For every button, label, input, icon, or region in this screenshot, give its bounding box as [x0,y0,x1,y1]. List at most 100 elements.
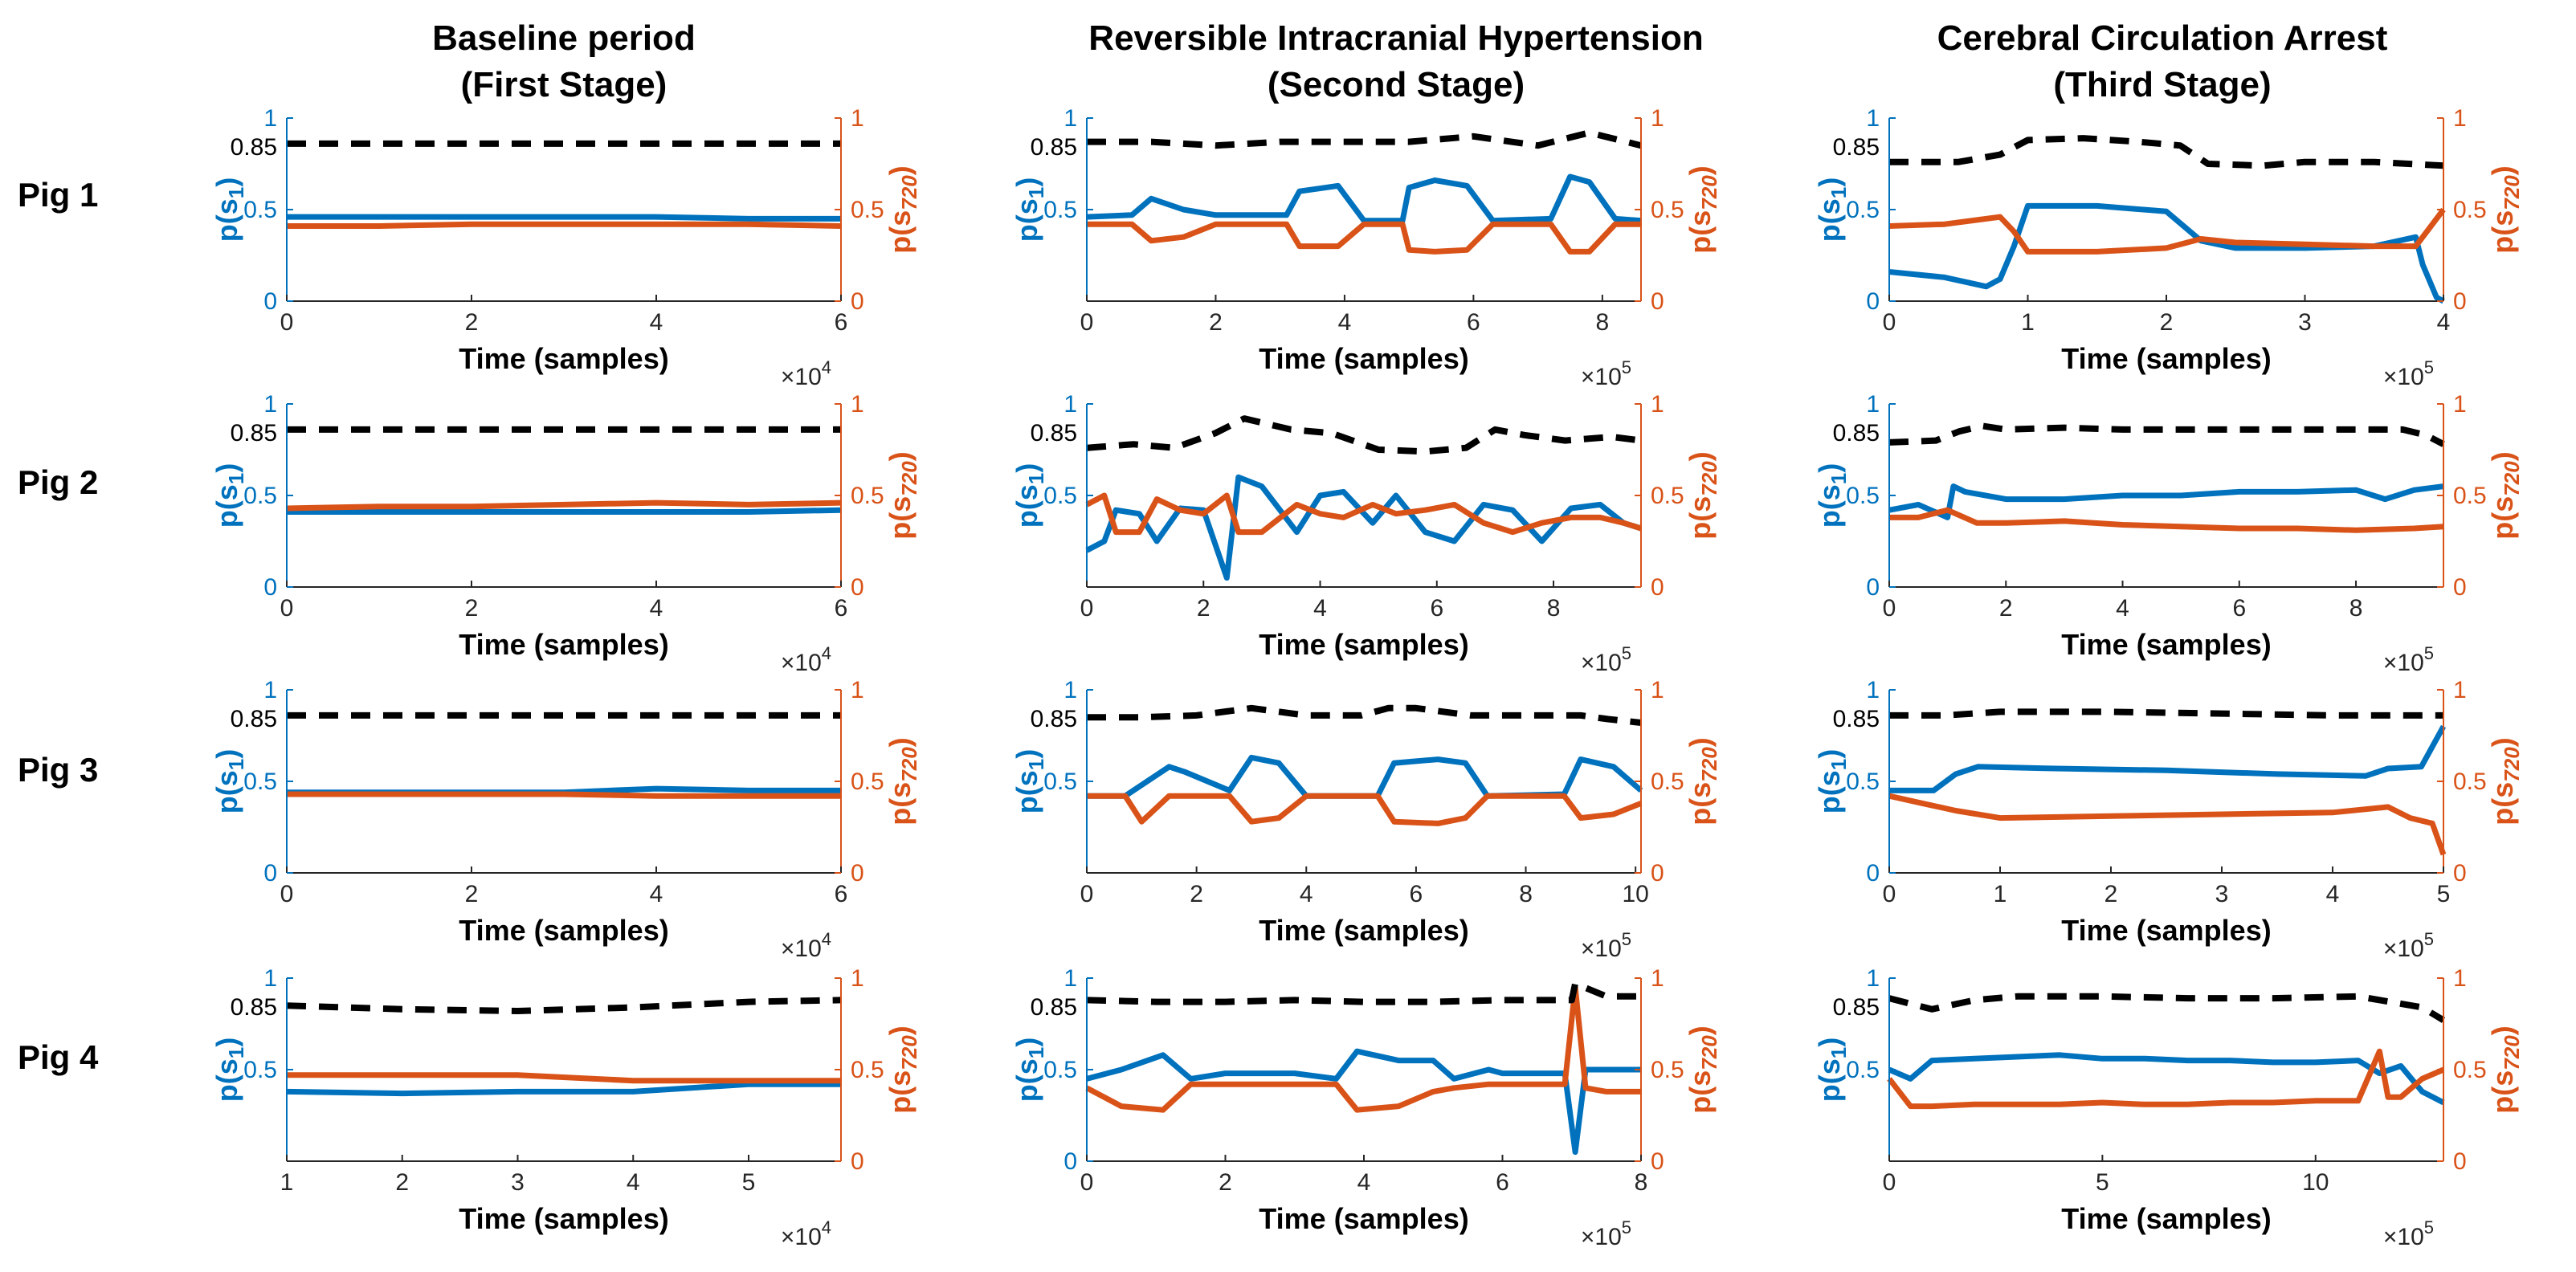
x-axis-label: Time (samples) [1259,342,1468,375]
x-tick-label: 0 [1080,309,1094,336]
x-tick-label: 4 [2437,309,2451,336]
y-right-axis-label: p(s720) [2486,165,2524,253]
y-left-axis-label: p(s1) [1813,749,1851,813]
x-exponent-label: ×104 [781,929,831,962]
x-tick-label: 1 [280,1169,294,1196]
x-tick-label: 2 [1197,595,1210,622]
y-right-tick-label: 0.5 [2453,483,2487,509]
x-tick-label: 0 [280,595,294,622]
y-right-tick-label: 0.5 [2453,1057,2487,1083]
y-right-axis-label: p(s720) [2486,737,2524,825]
series-line-ps1 [1086,173,1642,224]
series-line-ps1 [1888,202,2445,304]
y-left-tick-label: 0.5 [243,197,277,223]
threshold-label: 0.85 [1031,994,1077,1021]
y-right-tick-label: 0.5 [2453,197,2487,223]
x-tick-label: 0 [280,309,294,336]
y-right-tick-label: 1 [2453,105,2467,132]
y-right-tick-label: 0.5 [1651,483,1684,509]
col-title-3-line2: (Third Stage) [2053,65,2271,104]
y-right-tick-label: 0 [851,860,864,887]
y-right-axis-label: p(s720) [2486,1025,2524,1113]
x-tick-label: 6 [835,309,848,336]
y-left-tick-label: 0.5 [1846,197,1880,223]
x-tick-label: 0 [1080,595,1094,622]
y-right-axis-label: p(s720) [1684,451,1721,539]
x-tick-label: 8 [1547,595,1561,622]
x-tick-label: 4 [1338,309,1352,336]
x-tick-label: 0 [1080,1169,1094,1196]
series-line-ps1 [1087,754,1643,799]
series-line-ps1 [1889,724,2447,793]
y-right-tick-label: 0 [851,574,864,601]
y-right-tick-label: 1 [851,677,864,703]
x-tick-label: 6 [835,881,848,907]
x-tick-label: 8 [1635,1169,1648,1196]
x-axis-label: Time (samples) [459,342,668,375]
x-tick-label: 8 [1596,309,1610,336]
y-right-tick-label: 0 [2453,288,2467,315]
y-right-tick-label: 0.5 [1651,768,1684,795]
y-left-axis-label: p(s1) [1813,177,1851,242]
threshold-label: 0.85 [1833,420,1880,446]
threshold-label: 0.85 [1833,706,1880,732]
y-left-tick-label: 0 [263,574,277,601]
y-right-tick-label: 0.5 [851,1057,884,1083]
y-right-tick-label: 1 [1651,105,1664,132]
threshold-label: 0.85 [1833,994,1880,1021]
y-left-tick-label: 0 [263,860,277,887]
x-tick-label: 2 [1219,1169,1232,1196]
x-tick-label: 3 [2215,881,2229,907]
x-axis-label: Time (samples) [2061,342,2271,375]
x-tick-label: 5 [742,1169,756,1196]
y-left-tick-label: 1 [263,965,277,992]
y-right-tick-label: 1 [1651,965,1664,992]
y-left-tick-label: 0.5 [1043,768,1077,795]
series-line-ps720 [1889,507,2444,533]
y-left-axis-label: p(s1) [210,1038,248,1102]
column-titles: Baseline period (First Stage) Reversible… [432,18,2388,104]
x-exponent-label: ×105 [2383,1217,2434,1250]
series-line-threshold [1888,422,2445,447]
y-left-tick-label: 1 [1063,391,1077,418]
y-left-axis-label: p(s1) [1010,1038,1048,1102]
y-left-tick-label: 1 [1063,965,1077,992]
y-right-tick-label: 1 [851,965,864,992]
y-left-tick-label: 0 [263,288,277,315]
col-title-2-line1: Reversible Intracranial Hypertension [1088,18,1703,58]
col-title-3-line1: Cerebral Circulation Arrest [1937,18,2388,58]
y-right-axis-label: p(s720) [1684,737,1721,825]
y-left-tick-label: 0.5 [243,1057,277,1083]
y-right-tick-label: 0 [851,1148,864,1175]
y-left-tick-label: 0 [1063,1148,1077,1175]
y-left-axis-label: p(s1) [1813,1038,1851,1102]
x-tick-label: 6 [835,595,848,622]
series-line-threshold [1087,129,1642,149]
y-right-tick-label: 1 [851,105,864,132]
col-title-1-line2: (First Stage) [461,65,667,104]
y-left-tick-label: 1 [1063,105,1077,132]
y-right-tick-label: 0.5 [1651,1057,1684,1083]
y-left-tick-label: 0 [1866,860,1880,887]
x-exponent-label: ×105 [2383,929,2434,962]
x-exponent-label: ×105 [1581,1217,1631,1250]
y-right-axis-label: p(s720) [884,737,921,825]
y-left-axis-label: p(s1) [1813,463,1851,528]
y-right-tick-label: 0 [2453,574,2467,601]
threshold-label: 0.85 [1031,420,1077,446]
y-right-axis-label: p(s720) [884,165,921,253]
y-left-tick-label: 0.5 [243,768,277,795]
x-tick-label: 4 [2326,881,2340,907]
y-right-tick-label: 0.5 [851,768,884,795]
x-tick-label: 3 [511,1169,525,1196]
series-line-threshold [1087,704,1642,726]
x-tick-label: 0 [1883,1169,1896,1196]
y-right-tick-label: 0.5 [851,483,884,509]
y-left-tick-label: 0.5 [1846,483,1880,509]
x-exponent-label: ×105 [1581,929,1631,962]
x-exponent-label: ×105 [2383,357,2434,390]
threshold-label: 0.85 [231,134,277,161]
